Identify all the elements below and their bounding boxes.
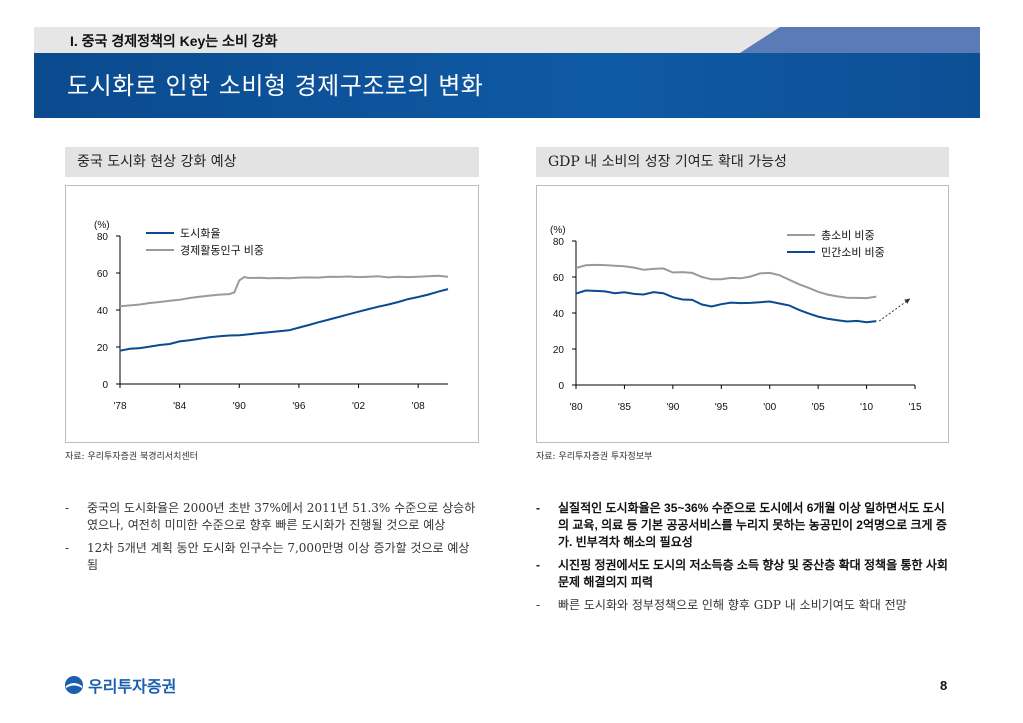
right-chart-legend-label-2: 민간소비 비중	[821, 246, 885, 259]
left-chart-y-tick-label: 0	[102, 380, 108, 391]
left-bullets: - 중국의 도시화율은 2000년 초반 37%에서 2011년 51.3% 수준…	[65, 500, 477, 580]
urbanization-chart: 0 20 40 60 80(%) '78 '84 '90 '96 '02 '08 도시화율경제활동인구…	[94, 220, 449, 412]
right-chart-x-tick-label: '10	[860, 402, 873, 413]
right-chart-series-line-1	[575, 263, 877, 300]
left-chart-x-tick-label: '96	[292, 401, 305, 412]
right-chart-x-tick-label: '15	[908, 402, 921, 413]
left-chart-x-tick-label: '08	[412, 401, 425, 412]
right-chart: 0 20 40 60 80 (%) '80 '85 '90 '95 '00 '05 '10 '15 총소비 …	[536, 185, 949, 443]
right-bullet-1: - 실질적인 도시화율은 35~36% 수준으로 도시에서 6개월 이상 일하면서…	[536, 501, 947, 549]
page-number: 8	[940, 678, 948, 693]
left-chart-x-tick-label: '78	[113, 401, 126, 412]
right-chart-y-tick-label: 40	[553, 309, 565, 320]
right-bullet-3: - 빠른 도시화와 정부정책으로 인해 향후 GDP 내 소비기여도 확대 전망	[536, 598, 907, 612]
right-bullets: - 실질적인 도시화율은 35~36% 수준으로 도시에서 6개월 이상 일하면서…	[536, 500, 950, 620]
right-chart-x-tick-label: '95	[715, 402, 728, 413]
right-source: 자료: 우리투자증권 투자정보부	[536, 452, 653, 462]
right-chart-trend-arrow	[878, 298, 911, 322]
left-chart-series-line-1	[119, 288, 449, 352]
right-chart-y-tick-label: 20	[553, 345, 565, 356]
left-chart-x-tick-label: '84	[173, 401, 186, 412]
right-chart-y-tick-label: 0	[558, 381, 564, 392]
right-chart-y-unit-label: (%)	[550, 225, 566, 236]
right-chart-trend-arrowhead	[904, 298, 911, 304]
section-label: I. 중국 경제정책의 Key는 소비 강화	[70, 33, 278, 49]
left-bullet-1: - 중국의 도시화율은 2000년 초반 37%에서 2011년 51.3% 수준…	[65, 501, 476, 532]
right-chart-legend-label-1: 총소비 비중	[821, 229, 875, 242]
right-chart-y-tick-label: 80	[553, 237, 565, 248]
logo-icon	[65, 676, 83, 694]
left-chart-y-unit-label: (%)	[94, 220, 110, 231]
logo-text: 우리투자증권	[88, 679, 177, 696]
left-chart-y-tick-label: 80	[97, 232, 109, 243]
left-bullet-2: -12차 5개년 계획 동안 도시화 인구수는 7,000만명 이상 증가할 것…	[65, 541, 470, 572]
right-chart-x-tick-label: '85	[618, 402, 631, 413]
right-chart-x-tick-label: '05	[812, 402, 825, 413]
left-panel-heading: 중국 도시화 현상 강화 예상	[65, 147, 479, 177]
left-chart-x-tick-label: '02	[352, 401, 365, 412]
page-title: 도시화로 인한 소비형 경제구조로의 변화	[67, 72, 484, 100]
left-source: 자료: 우리투자증권 북경리서치센터	[65, 452, 198, 462]
left-chart-series-line-2	[119, 274, 449, 308]
right-chart-x-tick-label: '80	[569, 402, 582, 413]
right-chart-x-tick-label: '00	[763, 402, 776, 413]
left-chart-y-tick-label: 20	[97, 343, 109, 354]
right-chart-series-line-2	[575, 289, 877, 324]
company-logo: 우리투자증권	[64, 675, 177, 696]
title-banner	[34, 53, 980, 118]
right-chart-x-tick-label: '90	[666, 402, 679, 413]
right-panel-heading: GDP 내 소비의 성장 기여도 확대 가능성	[536, 147, 949, 177]
left-chart-y-tick-label: 40	[97, 306, 109, 317]
section-tab-decoration	[740, 27, 980, 53]
right-chart-y-tick-label: 60	[553, 273, 565, 284]
right-bullet-2: - 시진핑 정권에서도 도시의 저소득층 소득 향상 및 중산층 확대 정책을 통…	[536, 558, 948, 589]
left-chart-legend-label-1: 도시화율	[180, 227, 220, 240]
left-chart-legend-label-2: 경제활동인구 비중	[180, 243, 264, 257]
left-chart-x-tick-label: '90	[233, 401, 246, 412]
left-chart-y-tick-label: 60	[97, 269, 109, 280]
consumption-chart: 0 20 40 60 80(%) '80 '85 '90 '95 '00 '05 '10 '15 총소비 …	[550, 225, 922, 413]
